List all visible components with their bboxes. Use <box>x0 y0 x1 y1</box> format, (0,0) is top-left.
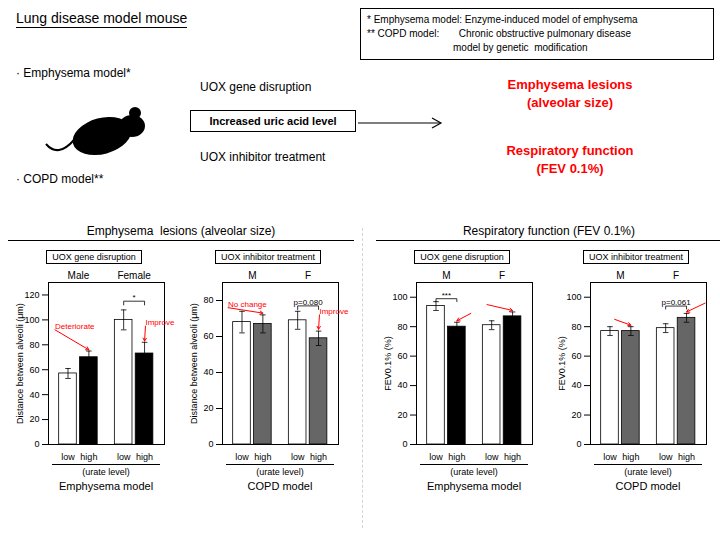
html-text:UOX inhibitor treatment: UOX inhibitor treatment <box>221 252 315 262</box>
html-text:Emphysema model: Emphysema model <box>426 480 522 492</box>
svg-text:0: 0 <box>34 439 39 449</box>
svg-text:Female: Female <box>117 270 151 281</box>
svg-text:M: M <box>442 270 450 281</box>
html-text:Emphysema lesions (alveolar si: Emphysema lesions (alveolar size) <box>86 224 276 238</box>
html-text:Increased uric acid level: Increased uric acid level <box>209 115 337 127</box>
svg-text:high: high <box>136 452 153 462</box>
svg-text:40: 40 <box>571 380 581 390</box>
svg-text:high: high <box>80 452 97 462</box>
svg-text:low: low <box>659 452 673 462</box>
svg-text:80: 80 <box>571 322 581 332</box>
svg-text:high: high <box>448 452 465 462</box>
svg-text:low: low <box>117 452 131 462</box>
html-text:Respiratory function (FEV 0.1%: Respiratory function (FEV 0.1%) <box>506 143 634 177</box>
svg-text:Improve: Improve <box>319 307 348 316</box>
html-text:(urate level): (urate level) <box>256 467 304 477</box>
svg-text:high: high <box>678 452 695 462</box>
svg-text:100: 100 <box>24 315 39 325</box>
svg-text:20: 20 <box>571 410 581 420</box>
svg-text:***: *** <box>442 291 451 300</box>
svg-text:20: 20 <box>203 403 213 413</box>
html-text:Emphysema lesions (alveolar si: Emphysema lesions (alveolar size) <box>507 77 633 111</box>
svg-text:0: 0 <box>576 439 581 449</box>
html-text:UOX gene disruption: UOX gene disruption <box>420 252 504 262</box>
svg-text:60: 60 <box>571 351 581 361</box>
svg-text:low: low <box>485 452 499 462</box>
svg-text:40: 40 <box>397 380 407 390</box>
html-text:(urate level): (urate level) <box>82 467 130 477</box>
svg-text:0: 0 <box>208 439 213 449</box>
svg-text:F: F <box>499 270 505 281</box>
svg-text:0: 0 <box>402 439 407 449</box>
svg-text:high: high <box>254 452 271 462</box>
svg-text:No change: No change <box>228 300 267 309</box>
svg-text:*: * <box>133 293 136 302</box>
svg-text:80: 80 <box>29 340 39 350</box>
svg-text:p=0.061: p=0.061 <box>662 298 692 307</box>
svg-text:20: 20 <box>397 410 407 420</box>
html-text:UOX inhibitor treatment: UOX inhibitor treatment <box>200 150 326 164</box>
svg-text:FEV0.1% (%): FEV0.1% (%) <box>383 336 393 391</box>
html-text:· Emphysema model*: · Emphysema model* <box>16 66 131 80</box>
svg-text:F: F <box>673 270 679 281</box>
svg-text:20: 20 <box>29 414 39 424</box>
svg-text:Distance between alveoli (μm): Distance between alveoli (μm) <box>189 303 199 424</box>
html-text:COPD model: COPD model <box>247 480 313 492</box>
svg-text:Male: Male <box>68 270 90 281</box>
svg-text:100: 100 <box>566 292 581 302</box>
svg-text:60: 60 <box>397 351 407 361</box>
html-text:(urate level): (urate level) <box>450 467 498 477</box>
svg-text:high: high <box>622 452 639 462</box>
svg-text:60: 60 <box>203 331 213 341</box>
svg-text:M: M <box>616 270 624 281</box>
svg-text:Improve: Improve <box>145 318 174 327</box>
svg-text:low: low <box>61 452 75 462</box>
html-text:(urate level): (urate level) <box>624 467 672 477</box>
svg-text:40: 40 <box>203 367 213 377</box>
svg-text:Deteriorate: Deteriorate <box>55 322 95 331</box>
svg-text:M: M <box>248 270 256 281</box>
svg-text:low: low <box>235 452 249 462</box>
svg-text:high: high <box>310 452 327 462</box>
svg-text:low: low <box>603 452 617 462</box>
svg-text:low: low <box>429 452 443 462</box>
svg-text:F: F <box>305 270 311 281</box>
html-text:UOX gene disruption: UOX gene disruption <box>52 252 136 262</box>
html-text:UOX gene disruption: UOX gene disruption <box>200 80 312 94</box>
svg-text:60: 60 <box>29 365 39 375</box>
html-text:Respiratory function (FEV 0.1%: Respiratory function (FEV 0.1%) <box>463 224 635 238</box>
svg-text:80: 80 <box>397 322 407 332</box>
html-text:** COPD model: Chronic obstruc: ** COPD model: Chronic obstructive pulmo… <box>367 28 631 39</box>
svg-text:Distance between alveoli (μm): Distance between alveoli (μm) <box>15 303 25 424</box>
html-text:UOX inhibitor treatment: UOX inhibitor treatment <box>589 252 683 262</box>
svg-text:low: low <box>291 452 305 462</box>
html-text:COPD model: COPD model <box>615 480 681 492</box>
html-text:Emphysema model: Emphysema model <box>58 480 154 492</box>
html-text:· COPD model**: · COPD model** <box>16 172 104 186</box>
html-text:model by genetic modification: model by genetic modification <box>453 42 588 53</box>
svg-text:120: 120 <box>24 290 39 300</box>
svg-text:100: 100 <box>392 292 407 302</box>
svg-text:p=0.080: p=0.080 <box>294 298 324 307</box>
svg-text:high: high <box>504 452 521 462</box>
svg-text:FEV0.1% (%): FEV0.1% (%) <box>557 336 567 391</box>
svg-text:80: 80 <box>203 295 213 305</box>
html-text:Lung disease model mouse: Lung disease model mouse <box>16 10 188 26</box>
html-text:* Emphysema model: Enzyme-indu: * Emphysema model: Enzyme-induced model … <box>367 14 638 25</box>
svg-text:40: 40 <box>29 390 39 400</box>
